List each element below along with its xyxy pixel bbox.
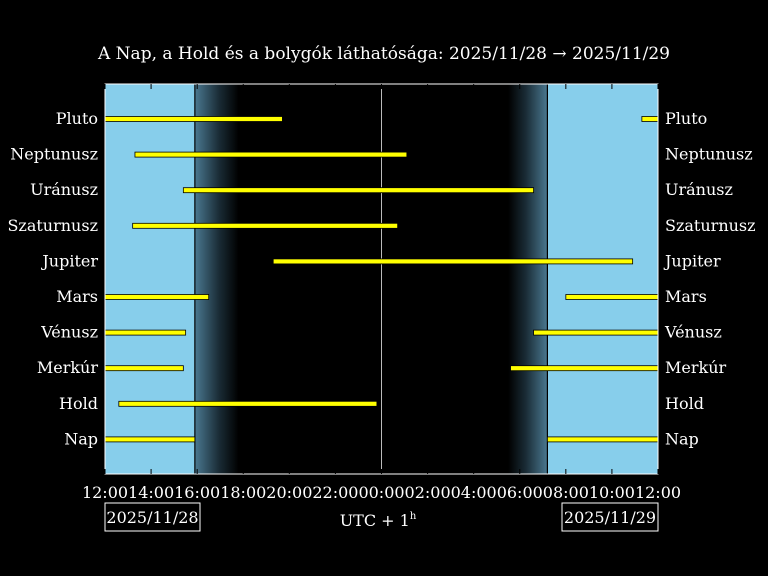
bar-mars-1	[565, 294, 659, 300]
bar-merkur-0	[104, 365, 184, 372]
date-start-label: 2025/11/28	[106, 508, 198, 527]
row-label-left-nap: Nap	[64, 429, 98, 448]
daylight-span-0	[105, 84, 195, 474]
row-label-right-neptunusz: Neptunusz	[665, 145, 753, 164]
row-label-right-szaturnusz: Szaturnusz	[665, 216, 756, 235]
row-label-left-szaturnusz: Szaturnusz	[7, 216, 98, 235]
bar-szaturnusz-0	[132, 222, 399, 229]
row-label-right-venusz: Vénusz	[664, 323, 722, 342]
x-tick-label-8: 04:00	[451, 483, 497, 502]
bar-mars-0	[104, 294, 210, 300]
row-label-left-merkur: Merkúr	[37, 358, 99, 377]
x-tick-label-7: 02:00	[405, 483, 451, 502]
bar-hold-0	[118, 400, 378, 407]
row-label-right-pluto: Pluto	[665, 109, 707, 128]
date-start-box: 2025/11/28	[104, 502, 201, 532]
row-label-left-neptunusz: Neptunusz	[10, 145, 98, 164]
row-label-right-uranusz: Uránusz	[665, 180, 733, 199]
x-tick-label-9: 06:00	[497, 483, 543, 502]
row-label-left-mars: Mars	[56, 287, 98, 306]
x-tick-label-4: 20:00	[266, 483, 312, 502]
bar-neptunusz-0	[134, 151, 408, 158]
x-tick-label-2: 16:00	[174, 483, 220, 502]
row-label-left-venusz: Vénusz	[40, 323, 98, 342]
bar-venusz-0	[104, 329, 187, 336]
bar-merkur-1	[510, 365, 659, 372]
x-tick-label-12: 12:00	[635, 483, 681, 502]
x-axis-label-superscript: h	[410, 511, 417, 522]
row-label-right-jupiter: Jupiter	[663, 251, 721, 270]
bar-venusz-1	[533, 329, 659, 336]
row-label-right-nap: Nap	[665, 429, 699, 448]
row-label-right-merkur: Merkúr	[665, 358, 727, 377]
bar-nap-0	[104, 436, 196, 443]
x-tick-label-6: 00:00	[358, 483, 404, 502]
morning-twilight	[508, 84, 548, 474]
row-label-left-jupiter: Jupiter	[40, 251, 98, 270]
bar-uranusz-0	[182, 187, 534, 194]
x-axis-label: UTC + 1h	[340, 511, 417, 530]
x-tick-label-10: 08:00	[543, 483, 589, 502]
x-tick-label-3: 18:00	[220, 483, 266, 502]
date-end-box: 2025/11/29	[561, 502, 659, 532]
row-label-left-hold: Hold	[59, 394, 98, 413]
plot-area: Pluto Pluto Neptunusz Neptunusz Uránusz Uránu…	[7, 83, 756, 502]
chart-title: A Nap, a Hold és a bolygók láthatósága: …	[97, 44, 670, 64]
date-end-label: 2025/11/29	[564, 508, 656, 527]
bar-pluto-1	[641, 116, 659, 122]
daylight-span-1	[547, 84, 658, 474]
bar-jupiter-0	[272, 258, 634, 265]
row-label-left-pluto: Pluto	[56, 109, 98, 128]
bar-pluto-0	[104, 116, 283, 122]
x-tick-label-1: 14:00	[128, 483, 174, 502]
x-tick-label-0: 12:00	[82, 483, 128, 502]
row-label-left-uranusz: Uránusz	[30, 180, 98, 199]
row-label-right-hold: Hold	[665, 394, 704, 413]
evening-twilight	[194, 84, 239, 474]
x-tick-label-5: 22:00	[312, 483, 358, 502]
x-tick-label-11: 10:00	[589, 483, 635, 502]
bar-nap-1	[547, 436, 659, 443]
row-label-right-mars: Mars	[665, 287, 707, 306]
